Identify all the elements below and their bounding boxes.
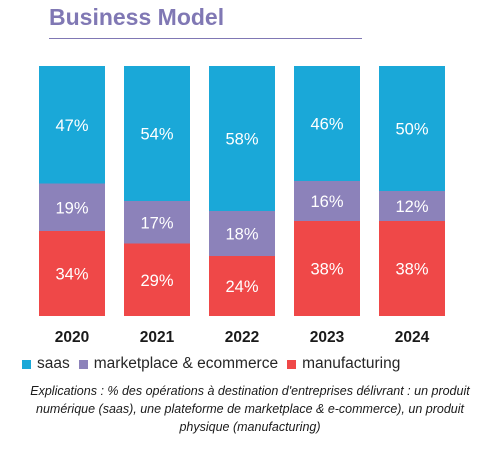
legend-swatch-saas xyxy=(22,359,31,369)
chart-title: Business Model xyxy=(49,4,225,30)
bar-manufacturing-2023 xyxy=(294,221,360,316)
bar-saas-2024 xyxy=(379,66,445,191)
data-label-saas-2023: 46% xyxy=(310,116,343,134)
bar-manufacturing-2021 xyxy=(124,243,190,316)
bar-saas-2023 xyxy=(294,66,360,181)
data-label-saas-2024: 50% xyxy=(395,121,428,139)
data-label-manufacturing-2022: 24% xyxy=(225,278,258,296)
chart-legend: saas marketplace & ecommerce manufacturing xyxy=(22,354,492,374)
x-tick-label-2021: 2021 xyxy=(140,329,175,346)
x-tick-label-2022: 2022 xyxy=(225,329,259,346)
data-label-manufacturing-2021: 29% xyxy=(140,272,173,290)
bar-marketplace-ecommerce-2024 xyxy=(379,191,445,221)
legend-label-saas: saas xyxy=(37,355,70,372)
data-label-manufacturing-2024: 38% xyxy=(395,261,428,279)
data-label-saas-2020: 47% xyxy=(55,117,88,135)
bar-saas-2020 xyxy=(39,66,105,184)
bar-marketplace-ecommerce-2022 xyxy=(209,211,275,256)
legend-item-saas: saas xyxy=(22,355,70,373)
bar-manufacturing-2022 xyxy=(209,256,275,316)
legend-swatch-manufacturing xyxy=(287,359,297,369)
legend-item-marketplace-ecommerce: marketplace & ecommerce xyxy=(78,355,279,373)
title-underline xyxy=(49,38,362,39)
bar-saas-2021 xyxy=(124,66,190,201)
x-tick-label-2023: 2023 xyxy=(310,329,345,346)
bar-marketplace-ecommerce-2020 xyxy=(39,183,105,231)
bar-manufacturing-2020 xyxy=(39,231,105,316)
x-tick-label-2024: 2024 xyxy=(395,329,430,346)
data-label-saas-2022: 58% xyxy=(225,131,258,149)
legend-label-marketplace-ecommerce: marketplace & ecommerce xyxy=(93,355,279,372)
legend-item-manufacturing: manufacturing xyxy=(287,355,400,373)
chart-footnote: Explications : % des opérations à destin… xyxy=(30,384,470,434)
data-label-manufacturing-2020: 34% xyxy=(55,266,88,284)
data-label-marketplace-ecommerce-2022: 18% xyxy=(225,226,258,244)
data-label-marketplace-ecommerce-2021: 17% xyxy=(140,214,173,232)
bar-marketplace-ecommerce-2021 xyxy=(124,201,190,244)
data-label-saas-2021: 54% xyxy=(140,126,173,144)
x-tick-label-2020: 2020 xyxy=(55,329,89,346)
data-label-manufacturing-2023: 38% xyxy=(310,261,343,279)
legend-swatch-marketplace-ecommerce xyxy=(78,359,88,369)
data-label-marketplace-ecommerce-2023: 16% xyxy=(310,193,343,211)
data-label-marketplace-ecommerce-2024: 12% xyxy=(395,198,428,216)
bar-manufacturing-2024 xyxy=(379,221,445,316)
data-label-marketplace-ecommerce-2020: 19% xyxy=(55,199,88,217)
bar-saas-2022 xyxy=(209,66,275,211)
bar-marketplace-ecommerce-2023 xyxy=(294,181,360,221)
stacked-bar-chart: 34% 19% 47% 29% 17% 54% 24% 18% 58% 38% 16% 46% 38% 1… xyxy=(39,66,445,346)
legend-label-manufacturing: manufacturing xyxy=(302,355,401,372)
